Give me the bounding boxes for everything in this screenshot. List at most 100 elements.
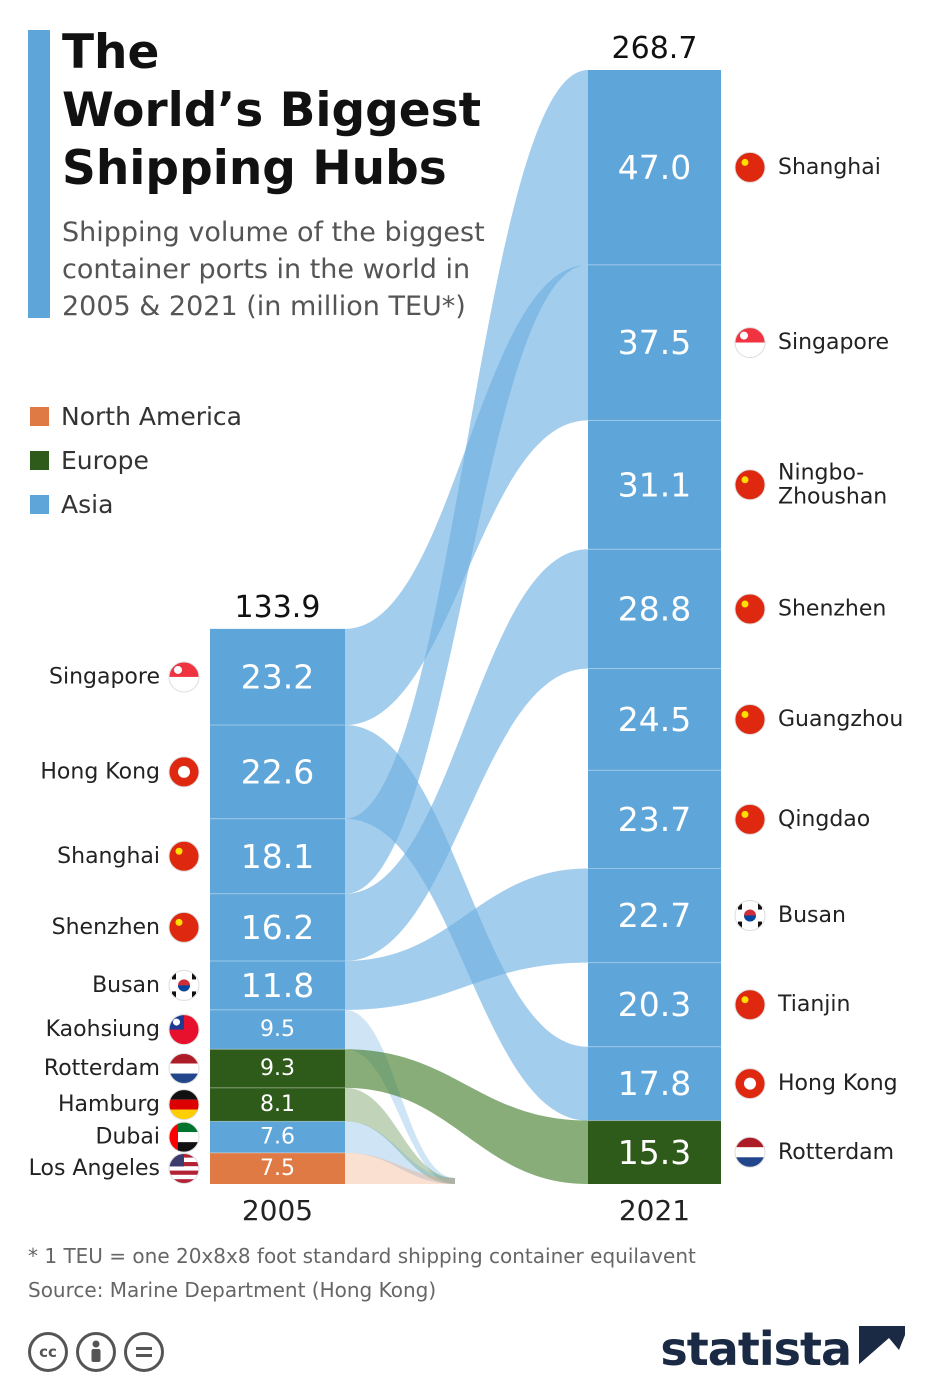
flag-stripe (169, 841, 199, 872)
footnote: * 1 TEU = one 20x8x8 foot standard shipp… (28, 1244, 696, 1268)
flag-outline (168, 1152, 200, 1184)
flag-outline (168, 1053, 200, 1085)
value-label: 47.0 (618, 148, 691, 187)
flag-stripe (169, 1166, 199, 1171)
bar-segment-2021-shanghai (588, 70, 721, 265)
flag-stripe (169, 1122, 199, 1133)
flag-trigram (192, 973, 196, 980)
flag-fill (735, 593, 765, 624)
port-label: Ningbo- (778, 460, 864, 485)
value-label: 23.2 (241, 657, 314, 696)
flag-stripe (169, 1179, 199, 1184)
flag-stripe (169, 1053, 199, 1064)
total-label: 268.7 (612, 31, 698, 66)
value-label: 28.8 (618, 589, 691, 628)
flag-fill (169, 841, 199, 872)
year-label: 2005 (242, 1194, 313, 1227)
legend-swatch (30, 494, 49, 514)
flag-moon (740, 331, 748, 340)
china-flag-icon (734, 803, 766, 835)
port-label: Busan (92, 973, 160, 998)
flag-stripe (169, 1170, 199, 1175)
statista-logo: statista (660, 1322, 905, 1376)
netherlands-flag-icon (168, 1053, 200, 1085)
flag-outline (168, 756, 200, 788)
flag-stripe (735, 1157, 765, 1168)
brand-text: statista (660, 1322, 852, 1376)
flag-fill (169, 1122, 199, 1153)
port-label: Qingdao (778, 807, 870, 832)
flag-fill (169, 661, 199, 692)
value-label: 16.2 (241, 908, 314, 947)
bar-segment-2005-hong-kong (210, 725, 345, 819)
bar-segment-2021-singapore (588, 264, 721, 421)
subtitle-line: 2005 & 2021 (in million TEU*) (62, 291, 466, 322)
bar-segment-2021-rotterdam (588, 1120, 721, 1184)
port-label: Shenzhen (52, 915, 160, 940)
flag-stripe (735, 989, 765, 1020)
bar-segment-2021-tianjin (588, 962, 721, 1047)
flag-stripe (735, 704, 765, 735)
legend-label: Europe (61, 445, 149, 475)
flag-star (741, 810, 749, 818)
flag-outline (734, 469, 766, 501)
flag-trigram (172, 973, 176, 980)
flag-outline (168, 661, 200, 693)
port-label: Guangzhou (778, 707, 903, 732)
port-label: Singapore (778, 330, 889, 355)
value-label: 9.5 (260, 1017, 295, 1042)
legend: North America Europe Asia (30, 394, 242, 526)
flag-stripe (169, 661, 199, 677)
south-korea-flag-icon (168, 969, 200, 1001)
flag-outline (734, 327, 766, 359)
flag-trigram (758, 921, 762, 928)
flow-shanghai (345, 70, 588, 894)
flag-stripe (169, 676, 199, 692)
legend-item-north-america: North America (30, 394, 242, 438)
flag-flower (744, 1077, 756, 1090)
license-icons: cc (28, 1332, 164, 1372)
singapore-flag-icon (168, 661, 200, 693)
total-label: 133.9 (235, 590, 321, 625)
china-flag-icon (734, 151, 766, 183)
flag-fill (169, 1053, 199, 1084)
port-label: Rotterdam (778, 1140, 894, 1165)
subtitle-line: container ports in the world in (62, 254, 471, 285)
by-icon (76, 1332, 116, 1372)
flag-outline (734, 803, 766, 835)
uae-flag-icon (168, 1121, 200, 1153)
bar-segment-2021-guangzhou (588, 668, 721, 771)
flag-fill (735, 1137, 765, 1168)
germany-flag-icon (168, 1089, 200, 1121)
subtitle-line: Shipping volume of the biggest (62, 217, 485, 248)
port-label: Dubai (96, 1125, 160, 1150)
bar-segment-2005-los-angeles (210, 1152, 345, 1184)
year-label: 2021 (619, 1194, 690, 1227)
value-label: 23.7 (618, 800, 691, 839)
flag-star (741, 710, 749, 718)
usa-flag-icon (168, 1152, 200, 1184)
port-label: Rotterdam (44, 1056, 160, 1081)
nd-icon (124, 1332, 164, 1372)
flag-fill (169, 912, 199, 943)
flow-layer (345, 70, 588, 1184)
port-label: Shanghai (57, 844, 160, 869)
flag-moon (174, 665, 182, 674)
bar-segment-2021-qingdao (588, 770, 721, 869)
port-label: Shenzhen (778, 596, 886, 621)
bar-segment-2005-singapore (210, 628, 345, 726)
flag-outline (168, 1121, 200, 1153)
flag-trigram (192, 991, 196, 998)
flag-fill (735, 804, 765, 835)
bar-segment-2005-dubai (210, 1121, 345, 1153)
flag-star (741, 996, 749, 1004)
flag-outline (734, 593, 766, 625)
value-label: 8.1 (260, 1092, 295, 1117)
cc-icon: cc (28, 1332, 68, 1372)
source-note: Source: Marine Department (Hong Kong) (28, 1278, 437, 1302)
legend-swatch (30, 406, 49, 426)
flag-stripe (735, 469, 765, 500)
taiwan-flag-icon (168, 1014, 200, 1046)
flag-outline (168, 911, 200, 943)
